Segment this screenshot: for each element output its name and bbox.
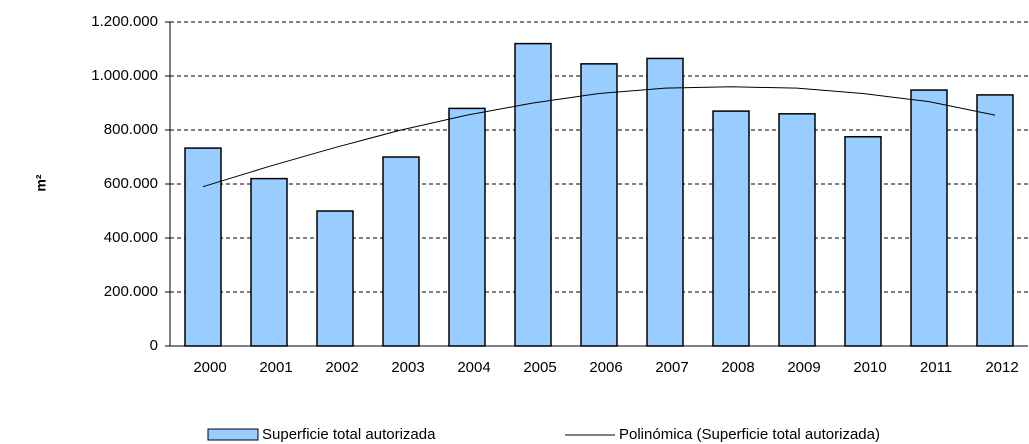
x-tick-label: 2012 bbox=[985, 359, 1018, 376]
y-tick-label: 800.000 bbox=[104, 121, 158, 138]
legend-swatch bbox=[207, 428, 259, 441]
bar bbox=[316, 210, 354, 347]
x-tick-label: 2009 bbox=[787, 359, 820, 376]
bar bbox=[250, 177, 288, 347]
bar bbox=[382, 156, 420, 347]
x-tick-label: 2004 bbox=[457, 359, 490, 376]
bar bbox=[976, 94, 1014, 347]
y-tick-label: 600.000 bbox=[104, 175, 158, 192]
bar bbox=[844, 136, 882, 347]
bar bbox=[778, 113, 816, 347]
bar bbox=[580, 63, 618, 347]
bar bbox=[448, 107, 486, 347]
bar bbox=[184, 147, 222, 347]
x-tick-label: 2011 bbox=[920, 359, 952, 376]
x-tick-label: 2010 bbox=[853, 359, 886, 376]
trend-line bbox=[202, 86, 996, 188]
x-tick-label: 2008 bbox=[721, 359, 754, 376]
y-axis-label: m² bbox=[33, 174, 49, 191]
bar bbox=[514, 42, 552, 347]
x-tick-label: 2003 bbox=[391, 359, 424, 376]
legend-label: Superficie total autorizada bbox=[262, 426, 436, 443]
y-tick-label: 200.000 bbox=[104, 283, 158, 300]
legend-label: Polinómica (Superficie total autorizada) bbox=[619, 426, 880, 443]
x-tick-label: 2000 bbox=[193, 359, 226, 376]
x-tick-label: 2005 bbox=[523, 359, 556, 376]
y-tick-label: 1.000.000 bbox=[91, 67, 158, 84]
x-tick-label: 2001 bbox=[259, 359, 292, 376]
x-tick-label: 2002 bbox=[325, 359, 358, 376]
y-tick-label: 400.000 bbox=[104, 229, 158, 246]
bar bbox=[910, 89, 948, 347]
bar bbox=[646, 57, 684, 347]
y-tick-label: 0 bbox=[150, 337, 158, 354]
x-tick-label: 2006 bbox=[589, 359, 622, 376]
x-tick-label: 2007 bbox=[655, 359, 688, 376]
bar bbox=[712, 110, 750, 347]
y-tick-label: 1.200.000 bbox=[91, 13, 158, 30]
